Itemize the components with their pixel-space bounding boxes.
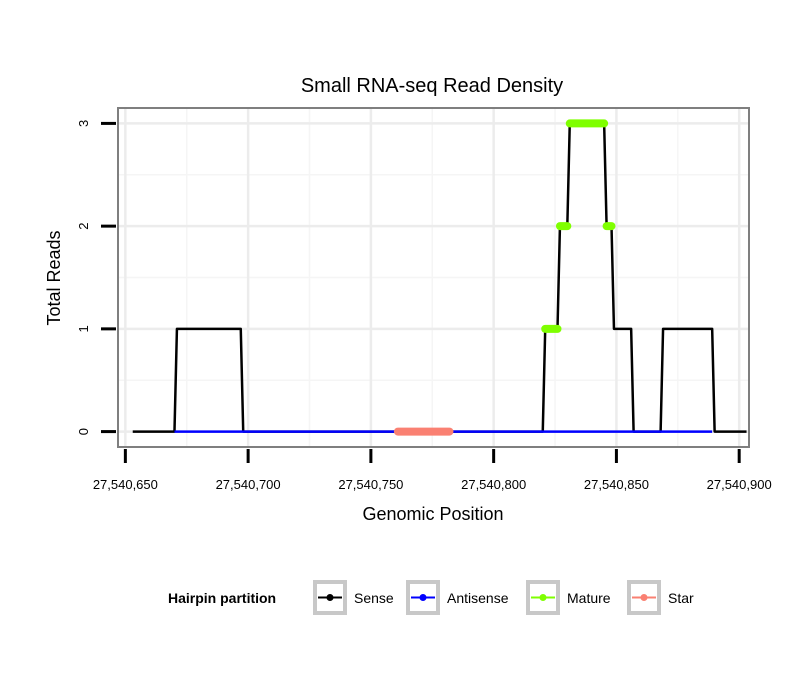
legend-title: Hairpin partition [168,590,276,606]
legend-label-antisense: Antisense [447,590,509,606]
y-tick-label: 3 [76,120,91,127]
legend-key-dot-antisense [419,594,427,601]
y-tick-label: 0 [76,428,91,435]
legend: Hairpin partition Sense Antisense Mature St… [168,580,694,615]
x-tick-label: 27,540,850 [584,477,649,492]
legend-key-dot-star [640,594,648,601]
x-axis-title: Genomic Position [362,504,503,524]
legend-label-mature: Mature [567,590,611,606]
x-axis: 27,540,650 27,540,700 27,540,750 27,540,800… [93,449,772,492]
legend-key-dot-mature [539,594,547,601]
legend-key-dot-sense [326,594,334,601]
y-axis: 0 1 2 3 [76,120,116,435]
x-tick-label: 27,540,900 [707,477,772,492]
legend-label-sense: Sense [354,590,394,606]
data-series [132,119,747,436]
y-tick-label: 2 [76,223,91,230]
x-tick-label: 27,540,750 [338,477,403,492]
y-tick-label: 1 [76,325,91,332]
x-tick-label: 27,540,700 [216,477,281,492]
plot-border [117,107,750,448]
legend-label-star: Star [668,590,694,606]
x-tick-label: 27,540,800 [461,477,526,492]
chart-title: Small RNA-seq Read Density [301,75,563,97]
x-tick-label: 27,540,650 [93,477,158,492]
y-axis-title: Total Reads [44,230,64,325]
